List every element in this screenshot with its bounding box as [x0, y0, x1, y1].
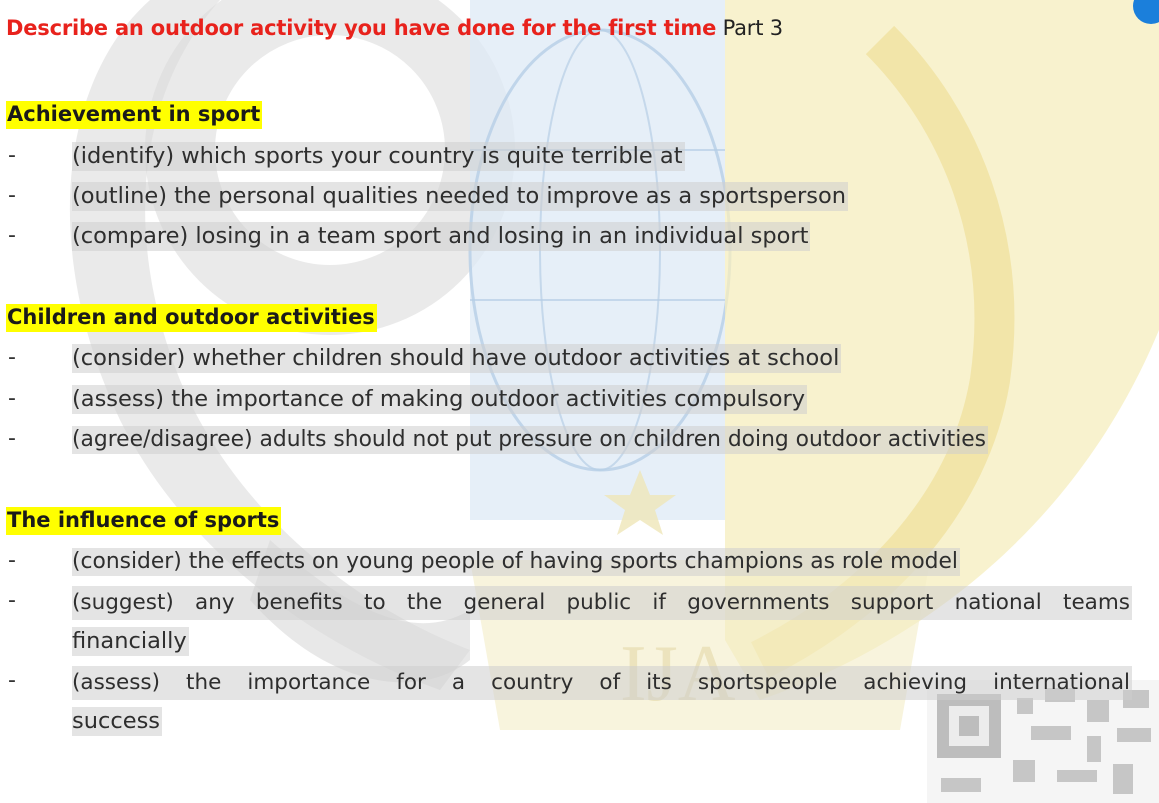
list-dash: -	[8, 668, 16, 693]
list-dash: -	[8, 143, 16, 168]
list-item-text: financially	[72, 627, 189, 656]
list-dash: -	[8, 386, 16, 411]
list-dash: -	[8, 548, 16, 573]
section-heading: Achievement in sport	[6, 101, 263, 129]
watermark-star	[604, 470, 676, 535]
page-title-main: Describe an outdoor activity you have do…	[6, 16, 717, 40]
section-heading: The influence of sports	[6, 507, 282, 535]
section-heading: Children and outdoor activities	[6, 304, 377, 332]
list-item-text: (consider) whether children should have …	[72, 344, 842, 373]
list-item-text: (agree/disagree) adults should not put p…	[72, 426, 989, 454]
list-dash: -	[8, 345, 16, 370]
list-item-text: (assess) the importance of making outdoo…	[72, 385, 808, 414]
watermark-yellow-emblem	[725, 0, 1159, 700]
list-item-text: (outline) the personal qualities needed …	[72, 182, 848, 211]
list-item-text: (compare) losing in a team sport and los…	[72, 222, 811, 251]
list-dash: -	[8, 223, 16, 248]
list-dash: -	[8, 426, 16, 451]
list-item-text: (suggest) any benefits to the general pu…	[72, 586, 1132, 620]
list-item-text: (identify) which sports your country is …	[72, 142, 685, 171]
list-item-text: (assess) the importance for a country of…	[72, 666, 1132, 700]
list-item-text: (consider) the effects on young people o…	[72, 548, 960, 576]
qr-code	[927, 680, 1159, 803]
page-title: Describe an outdoor activity you have do…	[6, 16, 783, 40]
list-dash: -	[8, 183, 16, 208]
list-dash: -	[8, 588, 16, 613]
list-item-text: success	[72, 707, 163, 736]
page-title-part: Part 3	[716, 16, 784, 40]
